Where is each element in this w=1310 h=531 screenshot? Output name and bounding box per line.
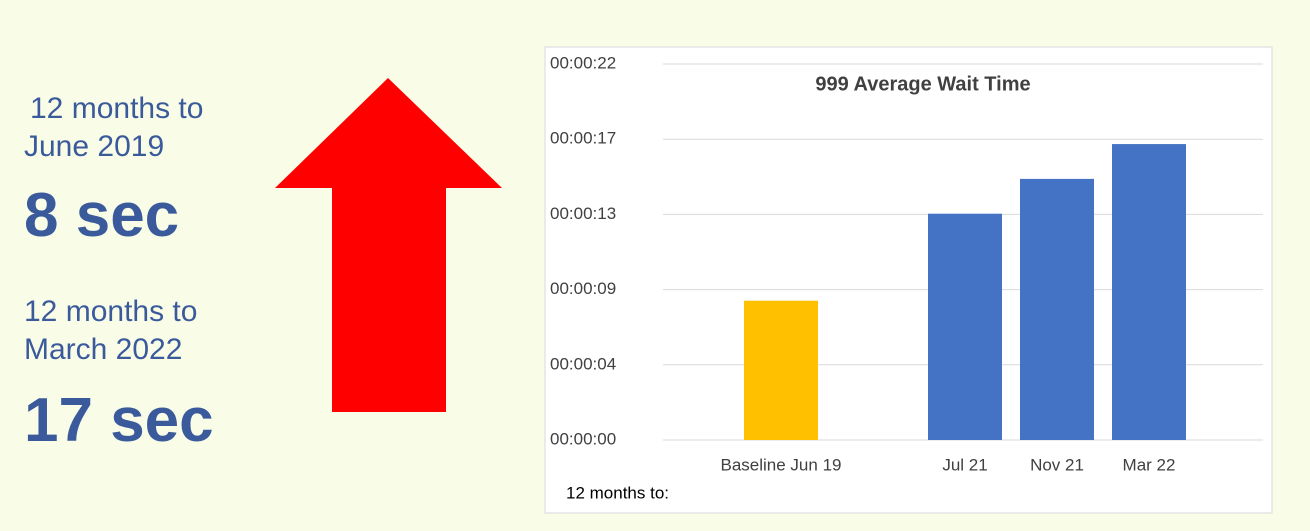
y-tick-label: 00:00:22 (550, 53, 616, 72)
bar (1112, 144, 1186, 440)
x-tick-label: Baseline Jun 19 (721, 455, 842, 474)
big-value: 8 sec (24, 181, 180, 250)
x-tick-label: Jul 21 (942, 455, 987, 474)
period-label: June 2019 (24, 130, 165, 163)
x-tick-label: Nov 21 (1030, 455, 1084, 474)
bar (928, 213, 1002, 440)
bar (1020, 178, 1094, 440)
y-tick-label: 00:00:04 (550, 354, 616, 373)
period-label: March 2022 (24, 333, 183, 366)
y-tick-label: 00:00:00 (550, 429, 616, 448)
y-tick-label: 00:00:13 (550, 204, 616, 223)
big-value: 17 sec (24, 386, 214, 455)
y-tick-label: 00:00:09 (550, 279, 616, 298)
period-label: 12 months to (30, 92, 204, 125)
x-axis-title: 12 months to: (566, 483, 669, 502)
chart-title: 999 Average Wait Time (815, 73, 1030, 95)
bar (744, 300, 818, 440)
y-tick-label: 00:00:17 (550, 129, 616, 148)
x-tick-label: Mar 22 (1123, 455, 1176, 474)
up-arrow (275, 78, 502, 412)
period-label: 12 months to (24, 295, 198, 328)
